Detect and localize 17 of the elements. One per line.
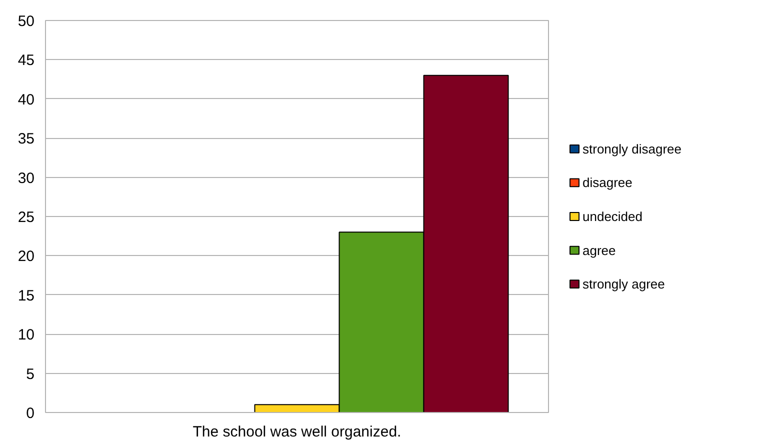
y-tick-label: 40 bbox=[18, 91, 35, 108]
legend-label: strongly disagree bbox=[582, 141, 682, 156]
y-tick-label: 20 bbox=[18, 248, 35, 266]
legend-label: strongly agree bbox=[582, 276, 665, 292]
y-tick-label: 10 bbox=[18, 326, 35, 344]
legend-label: agree bbox=[582, 242, 616, 258]
y-tick-label: 45 bbox=[18, 52, 35, 70]
y-tick-label: 35 bbox=[18, 130, 35, 148]
y-tick-label: 15 bbox=[18, 287, 35, 304]
y-tick-label: 30 bbox=[18, 170, 35, 187]
y-tick-label: 5 bbox=[26, 366, 34, 383]
x-tick-label: The school was well organized. bbox=[192, 424, 402, 440]
y-tick-label: 50 bbox=[18, 13, 35, 30]
y-tick-label: 0 bbox=[26, 405, 34, 422]
legend-label: undecided bbox=[582, 209, 642, 224]
y-tick-label: 25 bbox=[18, 209, 35, 226]
legend-label: disagree bbox=[582, 175, 632, 190]
